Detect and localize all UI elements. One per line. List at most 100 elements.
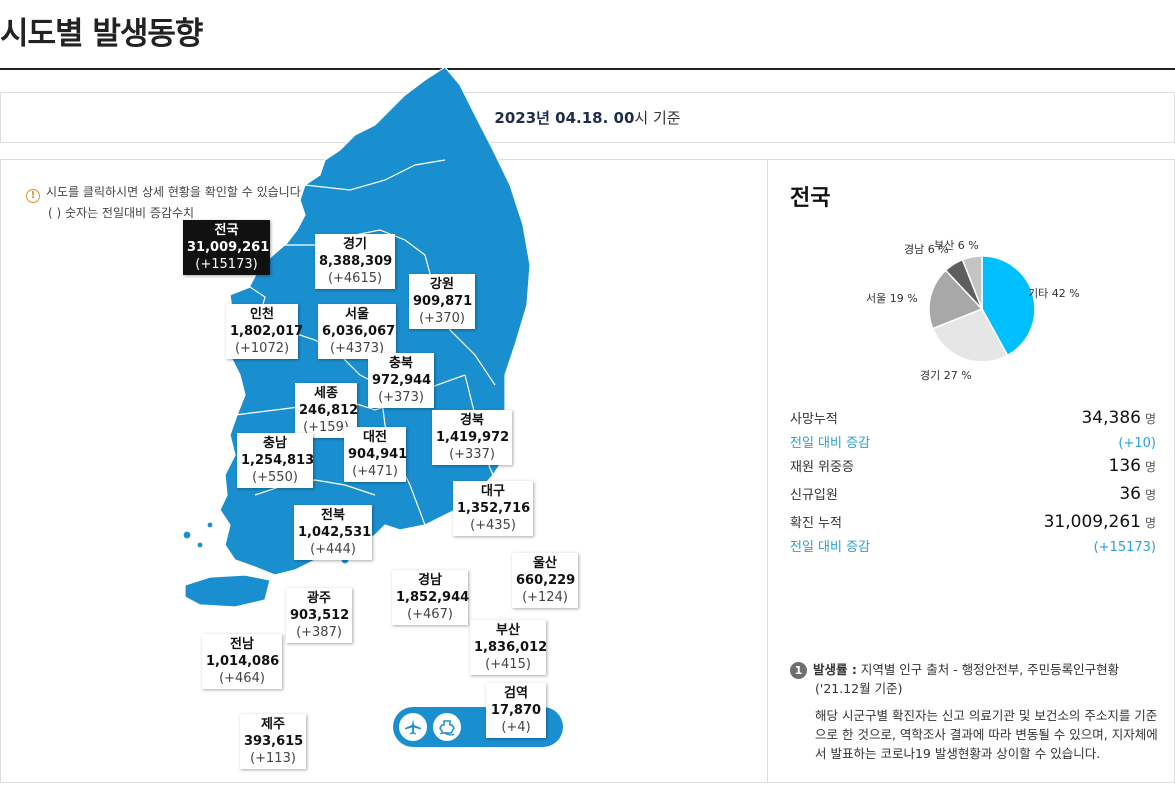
region-total: 31,009,261 <box>187 240 270 255</box>
pie-label-busan: 부산 6 % <box>934 239 979 252</box>
region-total: 1,352,716 <box>457 501 531 516</box>
region-jeju[interactable]: 제주 393,615 (+113) <box>240 714 306 769</box>
region-quarantine[interactable]: 검역 17,870 (+4) <box>486 683 546 738</box>
stat-label: 사망누적 <box>790 412 838 427</box>
notice-line2: ( ) 숫자는 전일대비 증감수치 <box>48 206 195 220</box>
region-total: 393,615 <box>244 734 304 749</box>
region-delta: (+337) <box>449 447 495 462</box>
stat-deaths-delta: 전일 대비 증감 (+10) <box>790 432 1156 456</box>
region-gwangju[interactable]: 광주 903,512 (+387) <box>286 588 352 643</box>
region-delta: (+467) <box>407 607 453 622</box>
stat-confirmed: 확진 누적 31,009,261 명 <box>790 512 1156 536</box>
region-total: 246,812 <box>299 403 359 418</box>
region-daejeon[interactable]: 대전 904,941 (+471) <box>344 427 407 482</box>
stat-value: 36 <box>1119 484 1141 504</box>
region-jeonbuk[interactable]: 전북 1,042,531 (+444) <box>294 505 372 560</box>
footnote-source: 지역별 인구 출처 - 행정안전부, 주민등록인구현황 <box>856 662 1120 677</box>
region-name: 충남 <box>263 436 287 451</box>
summary-stats: 사망누적 34,386 명 전일 대비 증감 (+10) 재원 위중증 136 명 … <box>790 408 1156 560</box>
region-name: 경북 <box>460 413 484 428</box>
pie-label-gyeongnam: 경남 6 % <box>904 243 949 256</box>
region-total: 8,388,309 <box>319 254 393 269</box>
region-total: 1,419,972 <box>436 430 510 445</box>
region-delta: (+159) <box>303 420 349 435</box>
region-name: 전국 <box>214 223 239 238</box>
region-delta: (+4) <box>501 720 531 735</box>
region-delta: (+444) <box>310 542 356 557</box>
footnote-date: ('21.12월 기준) <box>815 681 903 696</box>
region-name: 강원 <box>430 277 454 292</box>
region-delta: (+113) <box>250 751 296 766</box>
region-delta: (+370) <box>419 311 465 326</box>
pie-label-gyeonggi: 경기 27 % <box>920 369 972 382</box>
region-name: 충북 <box>389 356 413 371</box>
region-gyeongnam[interactable]: 경남 1,852,944 (+467) <box>392 570 469 625</box>
region-total: 972,944 <box>372 373 432 388</box>
region-total: 903,512 <box>290 608 350 623</box>
pie-chart: 기타 42 % 경기 27 % 서울 19 % 경남 6 % 부산 6 % <box>860 235 1120 385</box>
basis-suffix: 시 기준 <box>634 109 681 127</box>
region-name: 전북 <box>321 508 345 523</box>
region-name: 대구 <box>481 484 505 499</box>
region-delta: (+4373) <box>329 341 385 356</box>
region-jeonnam[interactable]: 전남 1,014,086 (+464) <box>202 634 282 689</box>
pie-label-seoul: 서울 19 % <box>866 292 918 305</box>
region-daegu[interactable]: 대구 1,352,716 (+435) <box>453 481 533 536</box>
region-total: 6,036,067 <box>322 324 396 339</box>
region-gyeongbuk[interactable]: 경북 1,419,972 (+337) <box>432 410 512 465</box>
footnote-paragraph: 해당 시군구별 확진자는 신고 의료기관 및 보건소의 주소지를 기준으로 한 … <box>815 708 1158 761</box>
basis-date-box: 2023년 04.18. 00 시 기준 <box>0 92 1175 143</box>
stat-label: 재원 위중증 <box>790 460 854 475</box>
region-total: 660,229 <box>516 573 576 588</box>
region-delta: (+435) <box>470 518 516 533</box>
title-rule <box>0 68 1175 70</box>
stat-critical: 재원 위중증 136 명 <box>790 456 1156 480</box>
region-total: 1,802,017 <box>230 324 304 339</box>
region-name: 검역 <box>504 686 528 701</box>
region-gangwon[interactable]: 강원 909,871 (+370) <box>409 274 475 329</box>
pie-slice-경기 <box>931 308 1009 363</box>
stat-confirmed-delta: 전일 대비 증감 (+15173) <box>790 536 1156 560</box>
stat-label: 신규입원 <box>790 488 838 503</box>
pie-svg <box>928 255 1036 363</box>
region-name: 대전 <box>363 430 387 445</box>
region-name: 경남 <box>418 573 442 588</box>
region-gyeonggi[interactable]: 경기 8,388,309 (+4615) <box>315 234 395 289</box>
footnote-label: 발생률 : <box>813 662 857 677</box>
region-name: 제주 <box>261 717 285 732</box>
region-name: 광주 <box>307 591 331 606</box>
stat-label: 전일 대비 증감 <box>790 540 871 555</box>
footnote: 1 발생률 : 지역별 인구 출처 - 행정안전부, 주민등록인구현황 ('21.… <box>790 660 1165 763</box>
region-delta: (+387) <box>296 625 342 640</box>
region-delta: (+1072) <box>234 341 290 356</box>
panel-divider <box>767 160 768 782</box>
region-seoul[interactable]: 서울 6,036,067 (+4373) <box>318 304 396 359</box>
region-name: 인천 <box>250 307 274 322</box>
stat-value: 31,009,261 <box>1043 512 1141 532</box>
stat-value: (+10) <box>1118 436 1156 451</box>
stat-admitted: 신규입원 36 명 <box>790 484 1156 508</box>
region-name: 경기 <box>343 237 367 252</box>
region-chungnam[interactable]: 충남 1,254,813 (+550) <box>237 433 314 488</box>
stat-value: 34,386 <box>1081 408 1141 428</box>
pie-label-etc: 기타 42 % <box>1028 287 1080 300</box>
region-total: 1,836,012 <box>474 640 548 655</box>
map-notice: ! 시도를 클릭하시면 상세 현황을 확인할 수 있습니다. ( ) 숫자는 전일… <box>26 182 305 223</box>
page-title: 시도별 발생동향 <box>0 16 203 52</box>
region-incheon[interactable]: 인천 1,802,017 (+1072) <box>226 304 304 359</box>
region-delta: (+15173) <box>195 257 258 272</box>
region-total: 1,014,086 <box>206 654 280 669</box>
region-national[interactable]: 전국 31,009,261 (+15173) <box>183 220 270 275</box>
basis-date: 2023년 04.18. 00 <box>494 109 635 127</box>
region-chungbuk[interactable]: 충북 972,944 (+373) <box>368 353 434 408</box>
region-delta: (+471) <box>352 464 398 479</box>
region-ulsan[interactable]: 울산 660,229 (+124) <box>512 553 578 608</box>
region-total: 17,870 <box>490 703 542 718</box>
region-delta: (+124) <box>522 590 568 605</box>
region-delta: (+4615) <box>327 271 383 286</box>
region-name: 부산 <box>496 623 520 638</box>
region-busan[interactable]: 부산 1,836,012 (+415) <box>470 620 548 675</box>
region-delta: (+373) <box>378 390 424 405</box>
stat-unit: 명 <box>1144 412 1156 426</box>
stat-unit: 명 <box>1144 460 1156 474</box>
